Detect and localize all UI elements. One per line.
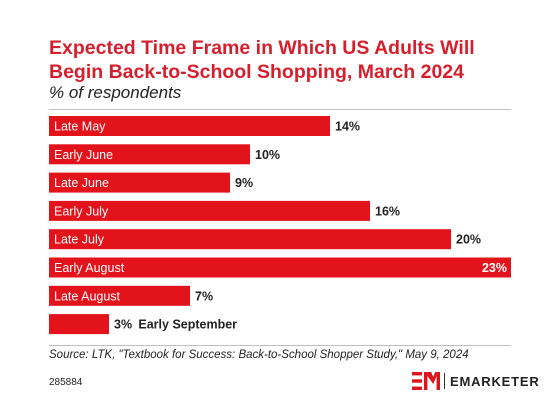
brand-logo: EMARKETER — [412, 372, 540, 390]
bar-early-july — [49, 200, 370, 221]
value-label-early-july: 16% — [375, 204, 400, 218]
bar-group-late-june: Late June 9% — [49, 172, 253, 193]
category-label-late-june: Late June — [54, 176, 109, 190]
value-label-late-june: 9% — [235, 176, 253, 190]
bar-group-late-may: Late May 14% — [49, 116, 360, 136]
value-label-early-september: 3% — [114, 318, 132, 332]
logo-separator — [444, 373, 445, 389]
top-divider — [49, 109, 511, 110]
bar-late-july — [49, 229, 451, 250]
bar-early-august — [49, 257, 511, 278]
category-label-early-july: Early July — [54, 204, 109, 218]
bar-group-early-july: Early July 16% — [49, 200, 400, 221]
bar-late-june — [49, 172, 230, 193]
category-label-late-may: Late May — [54, 120, 106, 134]
chart-subtitle: % of respondents — [49, 83, 182, 102]
bar-group-early-august: Early August 23% — [49, 257, 511, 278]
bar-early-june — [49, 144, 250, 165]
value-label-late-august: 7% — [195, 289, 213, 303]
bottom-divider — [49, 345, 511, 346]
emarketer-logo-icon — [412, 372, 440, 390]
chart-title: Expected Time Frame in Which US Adults W… — [49, 37, 475, 83]
chart-id: 285884 — [49, 377, 83, 388]
category-label-early-september: Early September — [138, 318, 237, 332]
bar-group-late-august: Late August 7% — [49, 285, 213, 306]
category-label-late-august: Late August — [54, 289, 121, 303]
category-label-early-june: Early June — [54, 148, 113, 162]
bar-group-early-june: Early June 10% — [49, 144, 280, 165]
value-label-early-august: 23% — [482, 261, 507, 275]
value-label-late-july: 20% — [456, 233, 481, 247]
bar-late-may — [49, 116, 330, 136]
category-label-late-july: Late July — [54, 233, 105, 247]
source-note: Source: LTK, "Textbook for Success: Back… — [49, 349, 469, 361]
category-label-early-august: Early August — [54, 261, 125, 275]
bar-group-early-september: Early September 3% — [49, 314, 237, 335]
bar-early-september — [49, 314, 109, 335]
value-label-early-june: 10% — [255, 148, 280, 162]
value-label-late-may: 14% — [335, 120, 360, 134]
bar-group-late-july: Late July 20% — [49, 229, 481, 250]
brand-name: EMARKETER — [450, 373, 540, 389]
bar-late-august — [49, 285, 190, 306]
